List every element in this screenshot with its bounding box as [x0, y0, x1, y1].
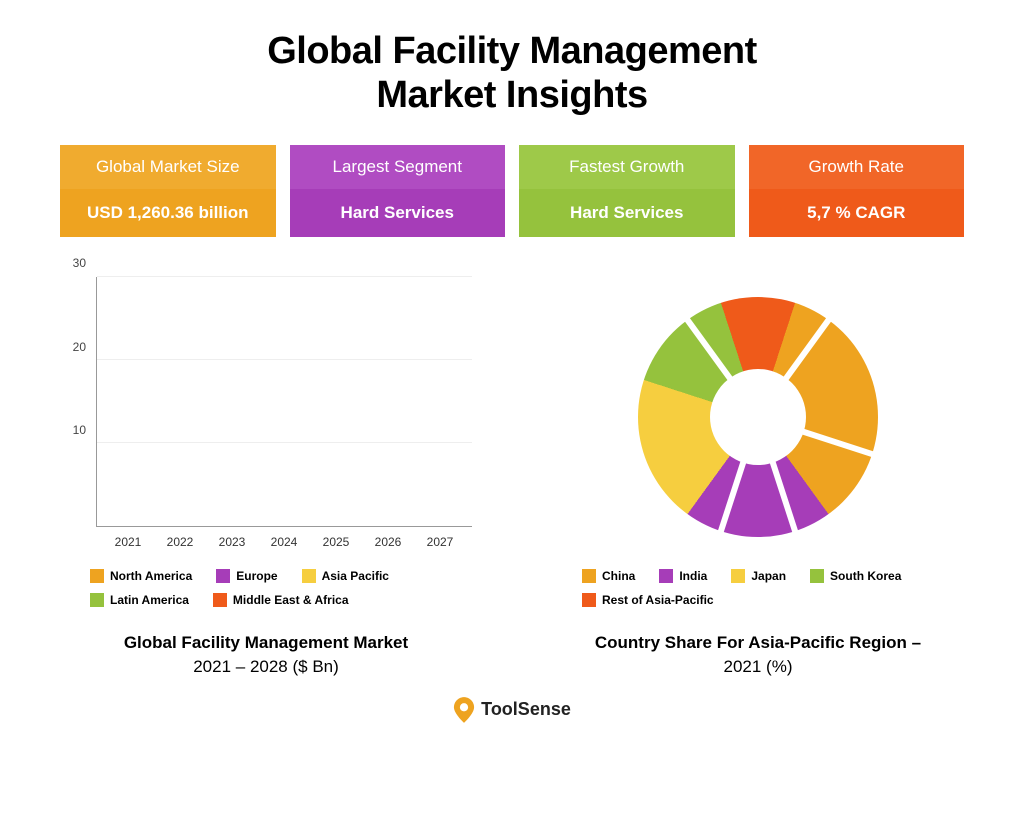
- x-tick-label: 2026: [371, 535, 405, 549]
- title-line-1: Global Facility Management: [267, 30, 757, 72]
- grid-line: [97, 442, 472, 443]
- donut-chart-area: [552, 277, 964, 557]
- legend-item: Rest of Asia-Pacific: [582, 593, 714, 607]
- stat-card: Growth Rate5,7 % CAGR: [749, 145, 965, 237]
- legend-swatch: [90, 593, 104, 607]
- donut-chart-title-bold: Country Share For Asia-Pacific Region –: [595, 633, 921, 652]
- brand-footer: ToolSense: [60, 697, 964, 723]
- y-tick-label: 20: [73, 340, 86, 354]
- legend-item: India: [659, 569, 707, 583]
- legend-swatch: [302, 569, 316, 583]
- legend-swatch: [90, 569, 104, 583]
- stat-card: Fastest GrowthHard Services: [519, 145, 735, 237]
- legend-item: Middle East & Africa: [213, 593, 349, 607]
- legend-label: North America: [110, 569, 192, 583]
- x-tick-label: 2027: [423, 535, 457, 549]
- legend-swatch: [213, 593, 227, 607]
- bar-chart-area: 102030 2021202220232024202520262027: [60, 277, 472, 557]
- donut-chart-panel: China India Japan South Korea Rest of Asia-P…: [552, 277, 964, 679]
- x-tick-label: 2021: [111, 535, 145, 549]
- legend-item: Europe: [216, 569, 277, 583]
- stat-card-value: USD 1,260.36 billion: [60, 189, 276, 237]
- x-tick-label: 2023: [215, 535, 249, 549]
- brand-pin-icon: [453, 697, 475, 723]
- donut-wrap: [638, 297, 878, 537]
- grid-line: [97, 276, 472, 277]
- legend-label: Japan: [751, 569, 786, 583]
- legend-item: South Korea: [810, 569, 901, 583]
- bar-chart-legend: North America Europe Asia Pacific Latin Ame…: [60, 569, 472, 607]
- donut-chart-legend: China India Japan South Korea Rest of Asia-P…: [552, 569, 964, 607]
- stat-card-value: Hard Services: [290, 189, 506, 237]
- legend-item: Latin America: [90, 593, 189, 607]
- bar-chart-bars: [97, 277, 472, 526]
- legend-item: North America: [90, 569, 192, 583]
- stat-cards-row: Global Market SizeUSD 1,260.36 billionLa…: [60, 145, 964, 237]
- bar-chart-plot: [96, 277, 472, 527]
- stat-card-value: 5,7 % CAGR: [749, 189, 965, 237]
- stat-card-value: Hard Services: [519, 189, 735, 237]
- x-tick-label: 2025: [319, 535, 353, 549]
- legend-label: China: [602, 569, 635, 583]
- bar-chart-title: Global Facility Management Market 2021 –…: [60, 631, 472, 679]
- legend-swatch: [216, 569, 230, 583]
- legend-item: Asia Pacific: [302, 569, 389, 583]
- legend-item: China: [582, 569, 635, 583]
- x-tick-label: 2024: [267, 535, 301, 549]
- charts-row: 102030 2021202220232024202520262027 Nort…: [60, 277, 964, 679]
- bar-chart-title-light: 2021 – 2028 ($ Bn): [193, 657, 339, 676]
- y-tick-label: 10: [73, 423, 86, 437]
- legend-swatch: [582, 569, 596, 583]
- x-tick-label: 2022: [163, 535, 197, 549]
- brand-name: ToolSense: [481, 699, 571, 720]
- legend-label: Europe: [236, 569, 277, 583]
- donut-chart-title: Country Share For Asia-Pacific Region – …: [552, 631, 964, 679]
- legend-swatch: [810, 569, 824, 583]
- legend-swatch: [659, 569, 673, 583]
- legend-label: South Korea: [830, 569, 901, 583]
- legend-item: Japan: [731, 569, 786, 583]
- legend-swatch: [582, 593, 596, 607]
- donut-chart-title-light: 2021 (%): [724, 657, 793, 676]
- stat-card-label: Growth Rate: [749, 145, 965, 189]
- y-tick-label: 30: [73, 256, 86, 270]
- stat-card: Global Market SizeUSD 1,260.36 billion: [60, 145, 276, 237]
- grid-line: [97, 359, 472, 360]
- legend-label: Rest of Asia-Pacific: [602, 593, 714, 607]
- bar-chart-x-labels: 2021 2022 2023 2024 2025 2026 2027: [96, 535, 472, 549]
- page-title: Global Facility Management Market Insigh…: [60, 30, 964, 117]
- stat-card: Largest SegmentHard Services: [290, 145, 506, 237]
- legend-label: Middle East & Africa: [233, 593, 349, 607]
- stat-card-label: Fastest Growth: [519, 145, 735, 189]
- legend-label: Asia Pacific: [322, 569, 389, 583]
- legend-swatch: [731, 569, 745, 583]
- stat-card-label: Largest Segment: [290, 145, 506, 189]
- bar-chart-y-axis: 102030: [60, 277, 90, 527]
- legend-label: Latin America: [110, 593, 189, 607]
- title-line-2: Market Insights: [376, 74, 647, 116]
- bar-chart-title-bold: Global Facility Management Market: [124, 633, 408, 652]
- legend-label: India: [679, 569, 707, 583]
- bar-chart-panel: 102030 2021202220232024202520262027 Nort…: [60, 277, 472, 679]
- stat-card-label: Global Market Size: [60, 145, 276, 189]
